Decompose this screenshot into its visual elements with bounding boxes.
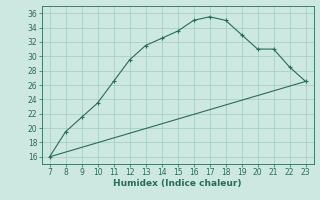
X-axis label: Humidex (Indice chaleur): Humidex (Indice chaleur): [113, 179, 242, 188]
